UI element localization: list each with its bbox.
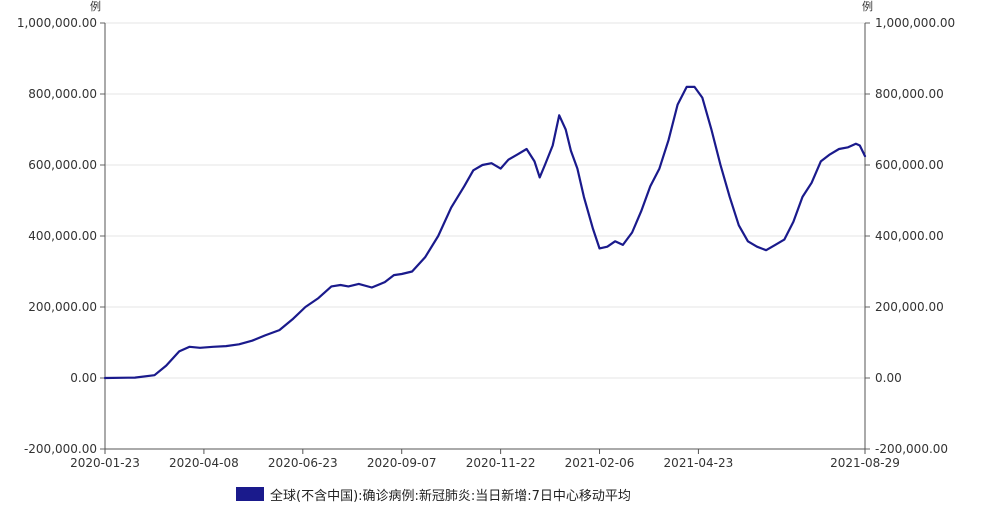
- x-tick-label: 2020-09-07: [367, 456, 437, 470]
- y-tick-label-right: 0.00: [875, 371, 902, 385]
- y-tick-label-left: 800,000.00: [28, 87, 97, 101]
- series-line: [103, 85, 867, 380]
- y-tick-label-right: 800,000.00: [875, 87, 944, 101]
- y-tick-label-right: -200,000.00: [875, 442, 948, 456]
- y-tick-label-right: 400,000.00: [875, 229, 944, 243]
- y-tick-label-left: 400,000.00: [28, 229, 97, 243]
- x-tick-label: 2020-06-23: [268, 456, 338, 470]
- x-tick-label: 2021-02-06: [565, 456, 635, 470]
- y-unit-right: 例: [862, 0, 873, 13]
- y-tick-label-left: 600,000.00: [28, 158, 97, 172]
- y-tick-label-left: 1,000,000.00: [17, 16, 97, 30]
- y-tick-label-left: 200,000.00: [28, 300, 97, 314]
- y-tick-label-left: -200,000.00: [24, 442, 97, 456]
- axes: [100, 22, 870, 454]
- x-tick-label: 2021-08-29: [830, 456, 900, 470]
- tick-labels: 1,000,000.00 1,000,000.00 800,000.00 800,00…: [17, 0, 955, 470]
- x-tick-label: 2020-01-23: [70, 456, 140, 470]
- y-tick-label-left: 0.00: [70, 371, 97, 385]
- legend-label: 全球(不含中国):确诊病例:新冠肺炎:当日新增:7日中心移动平均: [270, 488, 631, 504]
- series: [103, 85, 867, 380]
- x-tick-label: 2020-04-08: [169, 456, 239, 470]
- y-unit-left: 例: [90, 0, 101, 13]
- legend[interactable]: 全球(不含中国):确诊病例:新冠肺炎:当日新增:7日中心移动平均: [236, 484, 631, 504]
- x-tick-label: 2020-11-22: [466, 456, 536, 470]
- legend-swatch: [236, 487, 264, 501]
- gridlines: [105, 22, 865, 450]
- y-tick-label-right: 600,000.00: [875, 158, 944, 172]
- y-tick-label-right: 1,000,000.00: [875, 16, 955, 30]
- x-tick-label: 2021-04-23: [664, 456, 734, 470]
- y-tick-label-right: 200,000.00: [875, 300, 944, 314]
